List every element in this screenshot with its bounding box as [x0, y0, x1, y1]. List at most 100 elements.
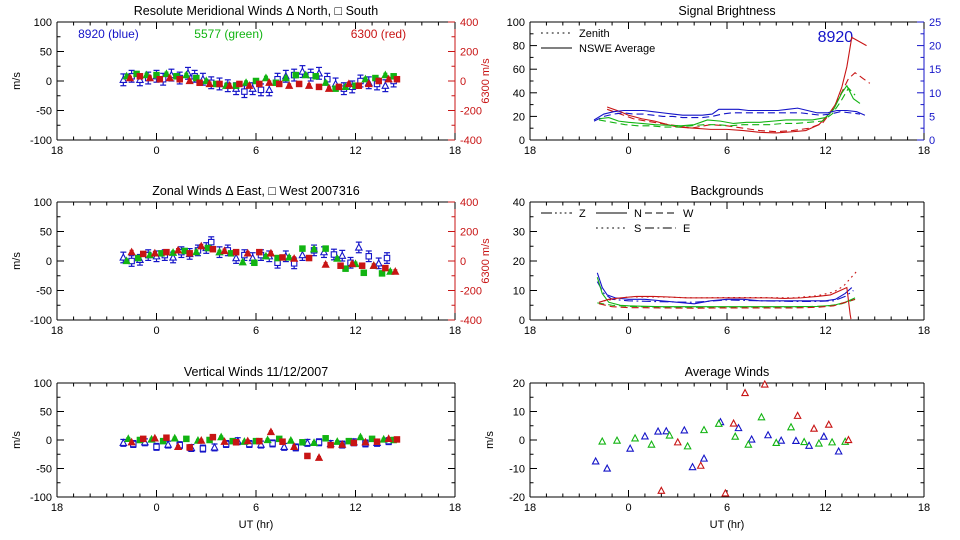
- svg-text:m/s: m/s: [11, 431, 23, 449]
- svg-text:-10: -10: [509, 464, 525, 476]
- svg-text:N: N: [634, 208, 642, 220]
- svg-text:6: 6: [724, 502, 730, 514]
- svg-text:6300 (red): 6300 (red): [351, 27, 406, 41]
- svg-text:6: 6: [253, 145, 259, 157]
- svg-text:m/s: m/s: [484, 431, 496, 449]
- svg-text:18: 18: [524, 145, 536, 157]
- svg-text:18: 18: [524, 325, 536, 337]
- svg-text:18: 18: [918, 145, 930, 157]
- svg-text:100: 100: [34, 378, 52, 390]
- svg-text:Average Winds: Average Winds: [685, 365, 770, 379]
- svg-text:10: 10: [929, 88, 941, 100]
- svg-text:Zonal Winds Δ East, □ West 200: Zonal Winds Δ East, □ West 2007316: [152, 184, 359, 198]
- svg-text:20: 20: [513, 111, 525, 123]
- svg-text:8920: 8920: [818, 29, 854, 46]
- svg-text:-200: -200: [460, 106, 482, 118]
- svg-text:-50: -50: [36, 286, 52, 298]
- svg-text:50: 50: [40, 47, 52, 59]
- svg-text:Z: Z: [579, 208, 586, 220]
- svg-text:UT (hr): UT (hr): [710, 519, 745, 531]
- svg-text:400: 400: [460, 197, 478, 209]
- svg-text:10: 10: [513, 407, 525, 419]
- svg-text:Resolute Meridional Winds Δ No: Resolute Meridional Winds Δ North, □ Sou…: [134, 4, 379, 18]
- svg-text:20: 20: [929, 41, 941, 53]
- svg-text:0: 0: [625, 325, 631, 337]
- svg-text:0: 0: [519, 315, 525, 327]
- svg-text:Backgrounds: Backgrounds: [691, 184, 764, 198]
- svg-text:12: 12: [819, 145, 831, 157]
- svg-text:-50: -50: [36, 106, 52, 118]
- svg-text:18: 18: [524, 502, 536, 514]
- svg-text:8920 (blue): 8920 (blue): [78, 27, 139, 41]
- svg-text:60: 60: [513, 64, 525, 76]
- svg-text:18: 18: [449, 502, 461, 514]
- svg-text:m/s: m/s: [11, 72, 23, 90]
- svg-text:100: 100: [34, 17, 52, 29]
- svg-text:18: 18: [51, 325, 63, 337]
- svg-text:0: 0: [153, 325, 159, 337]
- svg-text:18: 18: [51, 502, 63, 514]
- svg-text:12: 12: [349, 325, 361, 337]
- panel-zonal-winds: 18 0 6 12 18-100-50050100m/s-400-20002004006…: [11, 184, 492, 337]
- svg-text:25: 25: [929, 17, 941, 29]
- svg-text:Signal Brightness: Signal Brightness: [678, 4, 775, 18]
- svg-text:12: 12: [349, 502, 361, 514]
- svg-text:S: S: [634, 223, 641, 235]
- svg-text:0: 0: [46, 435, 52, 447]
- svg-text:6300 m/s: 6300 m/s: [480, 238, 492, 284]
- svg-text:50: 50: [40, 227, 52, 239]
- svg-text:80: 80: [513, 41, 525, 53]
- svg-text:0: 0: [153, 502, 159, 514]
- svg-text:18: 18: [918, 325, 930, 337]
- svg-text:100: 100: [507, 17, 525, 29]
- svg-text:0: 0: [519, 135, 525, 147]
- svg-text:-100: -100: [30, 315, 52, 327]
- svg-text:30: 30: [513, 227, 525, 239]
- svg-text:50: 50: [40, 407, 52, 419]
- svg-text:-50: -50: [36, 464, 52, 476]
- svg-text:0: 0: [625, 502, 631, 514]
- svg-text:-100: -100: [30, 492, 52, 504]
- svg-text:200: 200: [460, 227, 478, 239]
- svg-text:5: 5: [929, 111, 935, 123]
- svg-text:18: 18: [918, 502, 930, 514]
- svg-text:20: 20: [513, 378, 525, 390]
- svg-text:0: 0: [625, 145, 631, 157]
- svg-text:12: 12: [819, 325, 831, 337]
- svg-text:18: 18: [449, 145, 461, 157]
- svg-text:20: 20: [513, 256, 525, 268]
- svg-text:-200: -200: [460, 286, 482, 298]
- svg-text:100: 100: [34, 197, 52, 209]
- svg-text:5577 (green): 5577 (green): [194, 27, 263, 41]
- svg-text:15: 15: [929, 64, 941, 76]
- svg-text:6: 6: [724, 145, 730, 157]
- svg-text:0: 0: [46, 76, 52, 88]
- svg-text:0: 0: [46, 256, 52, 268]
- svg-text:-20: -20: [509, 492, 525, 504]
- svg-text:Vertical Winds 11/12/2007: Vertical Winds 11/12/2007: [184, 365, 328, 379]
- svg-text:40: 40: [513, 88, 525, 100]
- svg-text:0: 0: [460, 256, 466, 268]
- svg-text:m/s: m/s: [11, 252, 23, 270]
- svg-text:W: W: [683, 208, 694, 220]
- svg-text:-400: -400: [460, 315, 482, 327]
- svg-text:0: 0: [460, 76, 466, 88]
- svg-text:6: 6: [253, 502, 259, 514]
- svg-text:E: E: [683, 223, 690, 235]
- svg-text:6: 6: [724, 325, 730, 337]
- svg-text:18: 18: [51, 145, 63, 157]
- svg-text:10: 10: [513, 286, 525, 298]
- svg-text:0: 0: [153, 145, 159, 157]
- svg-text:18: 18: [449, 325, 461, 337]
- panel-meridional-winds: 18 0 6 12 18-100-50050100m/s-400-20002004006…: [11, 4, 492, 157]
- svg-text:40: 40: [513, 197, 525, 209]
- svg-text:-100: -100: [30, 135, 52, 147]
- svg-text:UT (hr): UT (hr): [239, 519, 274, 531]
- svg-text:6300 m/s: 6300 m/s: [480, 58, 492, 104]
